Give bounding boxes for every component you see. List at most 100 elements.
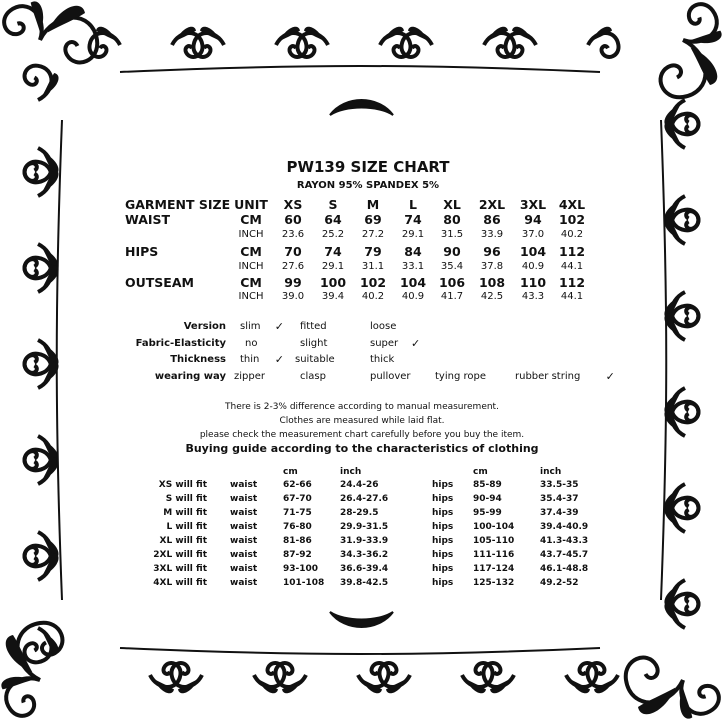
scroll-ornament [329,611,394,628]
guide-waist-cm: 71-75 [283,508,312,518]
attribute-option: loose [370,321,397,332]
value-cell: 69 [364,212,382,227]
value-cell: 108 [478,275,506,290]
check-icon: ✓ [274,320,285,333]
leaf-ornament [176,26,196,41]
size-header: XL [443,197,461,212]
size-header: 2XL [478,197,506,212]
leaf-ornament [594,679,614,694]
scroll-ornament [2,4,44,41]
value-cell: 41.7 [440,291,464,302]
leaf-ornament [42,456,59,480]
value-cell: 60 [284,212,302,227]
value-cell: 106 [438,275,466,290]
leaf-ornament [42,72,59,96]
value-cell: 40.2 [560,229,584,240]
leaf-ornament [304,26,324,41]
guide-hips-cm: 95-99 [473,508,502,518]
guide-waist: waist [230,480,258,490]
inch-header: inch [340,467,362,477]
scroll-ornament [399,31,434,59]
value-cell: 112 [558,244,586,259]
guide-waist: waist [230,494,258,504]
scroll-ornament [22,626,54,665]
row-label: HIPS [125,244,159,259]
value-cell: 70 [284,244,302,259]
leaf-ornament [282,679,302,694]
guide-hips-cm: 85-89 [473,480,502,490]
leaf-ornament [1,676,33,690]
scroll-ornament [329,99,394,116]
unit-cell: CM [240,212,262,227]
scroll-ornament [295,31,330,59]
row-label: OUTSEAM [125,275,194,290]
attribute-label: Fabric-Elasticity [135,338,226,349]
leaf-ornament [690,47,718,85]
leaf-ornament [258,679,278,694]
scroll-ornament [660,119,668,601]
guide-hips: hips [432,480,454,490]
page-title: PW139 SIZE CHART [286,158,450,176]
size-header: L [409,197,417,212]
size-header: 4XL [558,197,586,212]
value-cell: 23.6 [281,229,305,240]
scroll-ornament [119,65,601,73]
value-cell: 39.4 [321,291,345,302]
value-cell: 90 [443,244,461,259]
value-cell: 35.4 [440,261,464,272]
guide-waist-cm: 101-108 [283,578,325,588]
value-cell: 84 [404,244,422,259]
guide-waist-inch: 26.4-27.6 [340,494,389,504]
size-header: M [366,197,380,212]
guide-waist-cm: 76-80 [283,522,312,532]
leaf-ornament [386,679,406,694]
guide-size: 3XL will fit [153,564,207,574]
scroll-ornament [377,661,412,689]
value-cell: 40.9 [401,291,425,302]
guide-hips-inch: 43.7-45.7 [540,550,589,560]
value-cell: 42.5 [480,291,504,302]
guide-size: L will fit [166,522,207,532]
value-cell: 33.9 [480,229,504,240]
guide-hips-inch: 33.5-35 [540,480,579,490]
value-cell: 31.5 [440,229,464,240]
value-cell: 27.6 [281,261,305,272]
guide-waist: waist [230,564,258,574]
guide-hips-cm: 111-116 [473,550,515,560]
unit-cell: INCH [238,261,264,272]
guide-waist-inch: 28-29.5 [340,508,379,518]
value-cell: 64 [324,212,342,227]
leaf-ornament [512,26,532,41]
leaf-ornament [664,120,681,144]
value-cell: 44.1 [560,291,584,302]
guide-hips-inch: 39.4-40.9 [540,522,589,532]
guide-waist-cm: 81-86 [283,536,312,546]
leaf-ornament [664,216,681,240]
attribute-option: slight [300,338,328,349]
leaf-ornament [466,679,486,694]
unit-cell: CM [240,275,262,290]
guide-size: XL will fit [159,536,207,546]
leaf-ornament [5,635,33,673]
guide-hips-inch: 35.4-37 [540,494,579,504]
material-subtitle: RAYON 95% SPANDEX 5% [296,180,440,191]
leaf-ornament [592,26,612,41]
value-cell: 100 [319,275,347,290]
guide-waist: waist [230,550,258,560]
unit-cell: INCH [238,229,264,240]
leaf-ornament [638,687,676,715]
leaf-ornament [664,600,681,624]
attribute-option: slim [240,321,261,332]
size-header: XS [283,197,303,212]
leaf-ornament [42,632,59,656]
leaf-ornament [42,168,59,192]
attribute-label: wearing way [154,371,226,382]
size-header: 3XL [519,197,547,212]
guide-hips-inch: 49.2-52 [540,578,579,588]
value-cell: 33.1 [401,261,425,272]
attribute-option: zipper [234,371,265,382]
unit-cell: CM [240,244,262,259]
value-cell: 31.1 [361,261,385,272]
leaf-ornament [490,679,510,694]
leaf-ornament [42,552,59,576]
